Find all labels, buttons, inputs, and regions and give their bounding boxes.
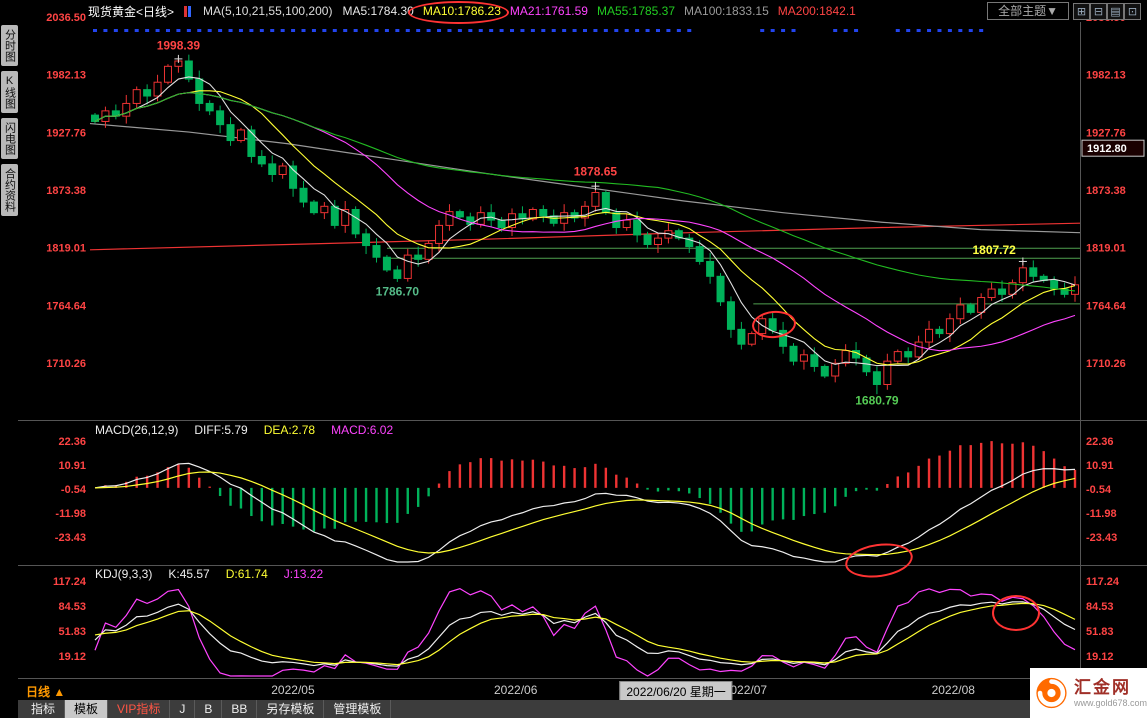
layout-single-icon[interactable]: ⊡ bbox=[1124, 2, 1141, 20]
svg-text:22.36: 22.36 bbox=[58, 436, 86, 448]
ma100-value: MA100:1833.15 bbox=[684, 4, 769, 18]
sidebar-tab-time-chart[interactable]: 分时图 bbox=[0, 25, 18, 66]
svg-text:117.24: 117.24 bbox=[53, 576, 87, 588]
svg-text:1710.26: 1710.26 bbox=[1086, 358, 1126, 370]
macd-dea-value: DEA:2.78 bbox=[263, 423, 316, 437]
footer-tab-b[interactable]: B bbox=[195, 700, 223, 718]
svg-text:19.12: 19.12 bbox=[58, 651, 86, 663]
svg-text:1873.38: 1873.38 bbox=[1086, 185, 1126, 197]
x-axis-label: 2022/06 bbox=[493, 683, 538, 697]
svg-text:1764.64: 1764.64 bbox=[46, 300, 87, 312]
macd-macd-value: MACD:6.02 bbox=[331, 423, 394, 437]
x-axis-label: 2022/07 bbox=[723, 683, 768, 697]
svg-text:1807.72: 1807.72 bbox=[972, 243, 1016, 257]
svg-text:1786.70: 1786.70 bbox=[376, 284, 420, 298]
svg-text:1927.76: 1927.76 bbox=[46, 127, 86, 139]
ma55-value: MA55:1785.37 bbox=[596, 4, 676, 18]
kline-type-icon bbox=[184, 5, 194, 17]
svg-text:19.12: 19.12 bbox=[1086, 651, 1114, 663]
kdj-settings-label[interactable]: KDJ(9,3,3) bbox=[95, 567, 153, 581]
svg-text:10.91: 10.91 bbox=[1086, 460, 1114, 472]
sidebar-tab-contract-info[interactable]: 合约资料 bbox=[0, 164, 18, 216]
ma10-value: MA10:1786.23 bbox=[422, 4, 501, 18]
period-label[interactable]: 日线 ▲ bbox=[26, 683, 65, 700]
chart-title: 现货黄金<日线> bbox=[88, 4, 175, 19]
footer-tab-templates[interactable]: 模板 bbox=[65, 700, 109, 718]
ma5-value: MA5:1784.30 bbox=[342, 4, 414, 18]
svg-text:-0.54: -0.54 bbox=[61, 484, 87, 496]
svg-text:1680.79: 1680.79 bbox=[855, 394, 899, 408]
ma-settings-label: MA(5,10,21,55,100,200) bbox=[203, 4, 333, 18]
ma21-value: MA21:1761.59 bbox=[509, 4, 588, 18]
svg-text:1819.01: 1819.01 bbox=[46, 243, 86, 255]
footer-tab-indicators[interactable]: 指标 bbox=[22, 700, 66, 718]
kdj-k-value: K:45.57 bbox=[168, 567, 210, 581]
macd-settings-label[interactable]: MACD(26,12,9) bbox=[95, 423, 179, 437]
crosshair-date-box: 2022/06/20 星期一 bbox=[619, 681, 733, 702]
svg-text:1912.80: 1912.80 bbox=[1087, 143, 1127, 155]
ma-values-group: MA5:1784.30 MA10:1786.23 MA21:1761.59 MA55:… bbox=[342, 4, 864, 18]
header-right-controls: 全部主题▼ ⊞ ⊟ ▤ ⊡ bbox=[987, 2, 1147, 20]
svg-text:1764.64: 1764.64 bbox=[1086, 300, 1127, 312]
footer-tab-bb[interactable]: BB bbox=[222, 700, 258, 718]
header-bar: 现货黄金<日线> MA(5,10,21,55,100,200) MA5:1784… bbox=[18, 0, 1147, 22]
kdj-j-value: J:13.22 bbox=[283, 567, 324, 581]
layout-grid-icon[interactable]: ⊞ bbox=[1073, 2, 1090, 20]
svg-text:51.83: 51.83 bbox=[58, 626, 86, 638]
logo-name: 汇金网 bbox=[1073, 678, 1131, 698]
layout-rows-icon[interactable]: ▤ bbox=[1107, 2, 1124, 20]
x-axis-row: 日线 ▲ 2022/05 2022/06 2022/07 2022/08 2022/06… bbox=[0, 678, 1147, 702]
logo-text: 汇金网 www.gold678.com bbox=[1074, 678, 1147, 708]
kdj-label-row: KDJ(9,3,3) K:45.57 D:61.74 J:13.22 bbox=[95, 567, 323, 581]
kdj-panel: 117.24 117.24 84.53 84.53 51.83 51.83 19.12 19.… bbox=[53, 576, 1120, 677]
svg-text:84.53: 84.53 bbox=[58, 601, 86, 613]
svg-text:22.36: 22.36 bbox=[1086, 436, 1114, 448]
footer-tab-vip-indicators[interactable]: VIP指标 bbox=[108, 700, 171, 718]
svg-text:1982.13: 1982.13 bbox=[1086, 70, 1126, 82]
footer-tab-manage-template[interactable]: 管理模板 bbox=[324, 700, 392, 718]
huijin-logo-icon bbox=[1036, 677, 1067, 709]
svg-text:1982.13: 1982.13 bbox=[46, 70, 86, 82]
x-axis-label: 2022/05 bbox=[271, 683, 315, 697]
svg-text:1710.26: 1710.26 bbox=[46, 358, 86, 370]
footer-toolbar: 指标 模板 VIP指标 J B BB 另存模板 管理模板 bbox=[0, 700, 1147, 718]
sidebar-tab-flash-chart[interactable]: 闪电图 bbox=[0, 118, 18, 159]
footer-tab-save-template[interactable]: 另存模板 bbox=[257, 700, 325, 718]
sidebar: 分时图 K线图闪电图合约资料 bbox=[0, 22, 18, 718]
svg-text:2036.50: 2036.50 bbox=[46, 12, 86, 24]
svg-text:84.53: 84.53 bbox=[1086, 601, 1114, 613]
svg-text:-0.54: -0.54 bbox=[1086, 484, 1112, 496]
sidebar-tab-kline-chart[interactable]: K线图 bbox=[0, 71, 18, 113]
svg-text:1819.01: 1819.01 bbox=[1086, 243, 1126, 255]
svg-text:-23.43: -23.43 bbox=[1086, 532, 1117, 544]
svg-text:1998.39: 1998.39 bbox=[157, 38, 201, 52]
kdj-d-value: D:61.74 bbox=[225, 567, 268, 581]
logo-url: www.gold678.com bbox=[1073, 697, 1147, 708]
svg-text:-11.98: -11.98 bbox=[55, 508, 86, 520]
ma200-value: MA200:1842.1 bbox=[777, 4, 856, 18]
period-arrow-icon: ▲ bbox=[53, 685, 66, 699]
svg-text:10.91: 10.91 bbox=[58, 460, 86, 472]
layout-icons-group: ⊞ ⊟ ▤ ⊡ bbox=[1073, 2, 1141, 20]
candlestick-series bbox=[91, 54, 1079, 395]
macd-label-row: MACD(26,12,9) DIFF:5.79 DEA:2.78 MACD:6.… bbox=[95, 423, 393, 437]
svg-text:117.24: 117.24 bbox=[1086, 576, 1120, 588]
x-axis-label: 2022/08 bbox=[931, 683, 975, 697]
svg-text:1878.65: 1878.65 bbox=[574, 165, 618, 179]
svg-text:-11.98: -11.98 bbox=[1086, 508, 1117, 520]
site-logo[interactable]: 汇金网 www.gold678.com bbox=[1030, 668, 1147, 718]
period-text: 日线 bbox=[26, 685, 51, 699]
theme-selector-button[interactable]: 全部主题▼ bbox=[987, 2, 1069, 20]
svg-text:-23.43: -23.43 bbox=[55, 532, 86, 544]
footer-tab-j[interactable]: J bbox=[170, 700, 196, 718]
svg-text:1927.76: 1927.76 bbox=[1086, 127, 1126, 139]
svg-text:1873.38: 1873.38 bbox=[46, 185, 86, 197]
svg-text:51.83: 51.83 bbox=[1086, 626, 1114, 638]
layout-split-icon[interactable]: ⊟ bbox=[1090, 2, 1107, 20]
macd-diff-value: DIFF:5.79 bbox=[194, 423, 248, 437]
macd-panel: 22.36 22.36 10.91 10.91 -0.54 -0.54 -11.98 -11.… bbox=[55, 436, 1117, 563]
